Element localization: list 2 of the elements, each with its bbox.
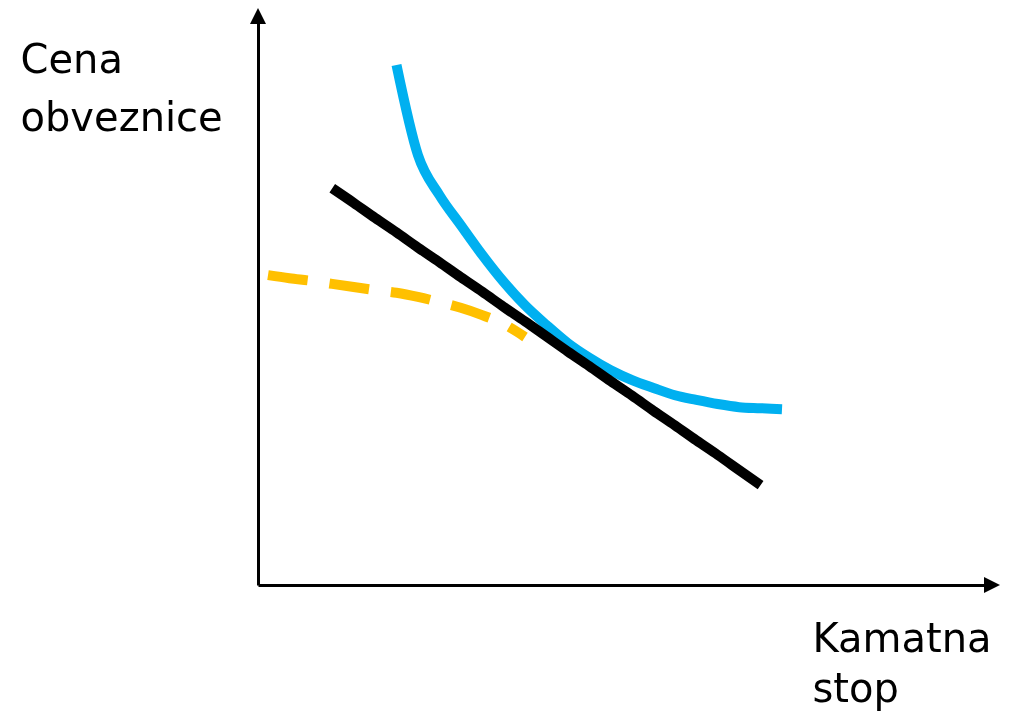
x-axis-title: Kamatna stop — [812, 614, 992, 711]
y-axis-title: Cena obveznice — [20, 35, 223, 140]
